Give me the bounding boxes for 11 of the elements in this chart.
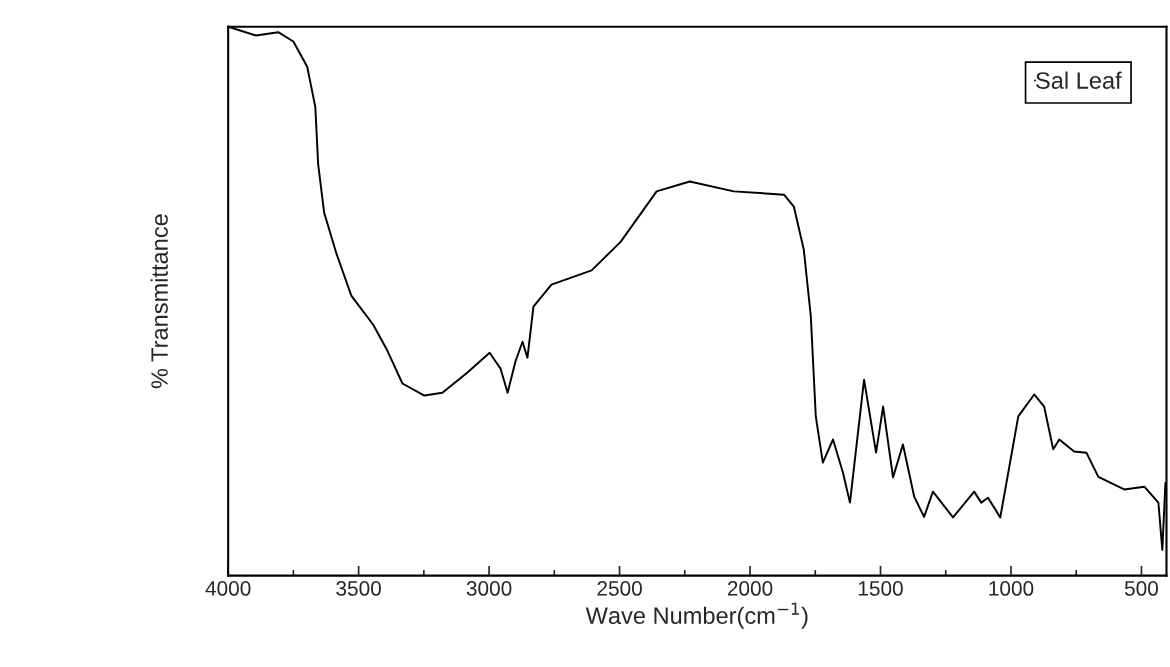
x-tick-label: 500 <box>1124 581 1159 596</box>
legend-label: Sal Leaf <box>1036 71 1122 89</box>
y-axis-title: % Transmittance <box>150 214 168 389</box>
x-tick-label: 1500 <box>858 581 903 596</box>
x-tick-label: 1000 <box>989 581 1034 596</box>
x-tick-label: 4000 <box>205 581 251 596</box>
x-tick-label: 2500 <box>597 581 642 596</box>
x-tick-label: 3000 <box>466 581 512 596</box>
x-axis-title: Wave Number(cm$^{−1}$) <box>585 602 808 629</box>
x-tick-label: 2000 <box>727 581 773 596</box>
x-tick-label: 3500 <box>336 581 381 596</box>
